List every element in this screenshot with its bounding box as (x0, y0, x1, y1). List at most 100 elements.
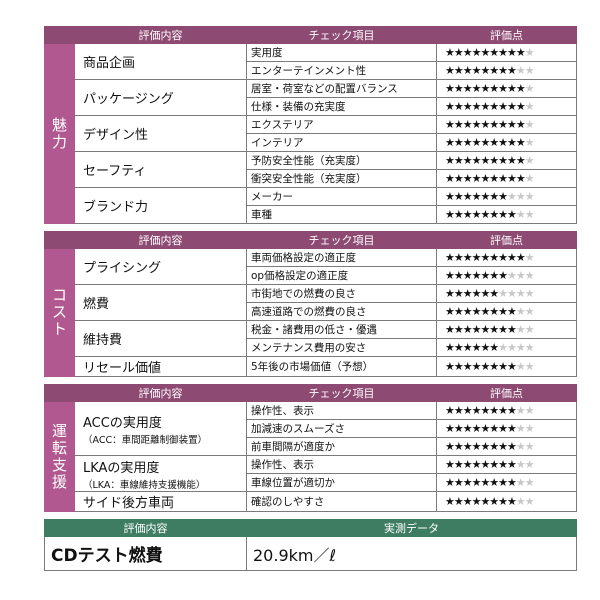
cd-row: CDテスト燃費 20.9km／ℓ (44, 536, 577, 571)
item-name: パッケージング (74, 79, 247, 116)
filled-stars-icon: ★★★★★★ (445, 287, 499, 300)
header-check: チェック項目 (246, 231, 437, 249)
check-item: エクステリア (246, 115, 437, 134)
filled-stars-icon: ★★★★★★★★ (445, 495, 517, 508)
check-item: エンターテインメント性 (246, 61, 437, 80)
item-name: サイド後方車両 (74, 491, 247, 512)
star-rating: ★★★★★★★★★★ (436, 187, 577, 206)
table-row: 加減速のスムーズさ ★★★★★★★★★★ (45, 419, 577, 438)
filled-stars-icon: ★★★★★★★ (445, 190, 508, 203)
star-rating: ★★★★★★★★★★ (436, 169, 577, 188)
item-title: 商品企画 (83, 56, 136, 71)
star-rating: ★★★★★★★★★★ (436, 205, 577, 224)
star-rating: ★★★★★★★★★★ (436, 473, 577, 492)
item-title: パッケージング (83, 92, 174, 107)
star-rating: ★★★★★★★★★★ (436, 151, 577, 170)
header-eval: 評価内容 (74, 231, 247, 249)
table-row: コストプライシング 車両価格設定の適正度 ★★★★★★★★★★ (44, 248, 577, 377)
empty-stars-icon: ★ (524, 154, 535, 167)
evaluation-sheet: 評価内容 チェック項目 評価点魅力商品企画 実用度 ★★★★★★★★★★ エンターテインメ… (44, 26, 577, 571)
filled-stars-icon: ★★★★★★★★★ (445, 172, 526, 185)
evaluation-table: 評価内容 チェック項目 評価点魅力商品企画 実用度 ★★★★★★★★★★ エンターテインメ… (44, 26, 577, 224)
star-rating: ★★★★★★★★★★ (436, 491, 577, 512)
cd-value: 20.9km／ℓ (246, 536, 577, 571)
table-row: デザイン性 エクステリア ★★★★★★★★★★ (45, 115, 577, 152)
filled-stars-icon: ★★★★★★★★ (445, 476, 517, 489)
table-row: 車種 ★★★★★★★★★★ (45, 205, 577, 224)
filled-stars-icon: ★★★★★★★★ (445, 458, 517, 471)
evaluation-table: 評価内容 チェック項目 評価点コストプライシング 車両価格設定の適正度 ★★★★★★★★… (44, 231, 577, 377)
empty-stars-icon: ★★ (515, 404, 535, 417)
empty-stars-icon: ★★ (515, 208, 535, 221)
filled-stars-icon: ★★★★★★★★★ (445, 46, 526, 59)
item-title: LKAの実用度 (83, 460, 160, 476)
table-row: 魅力商品企画 実用度 ★★★★★★★★★★ (44, 43, 577, 224)
item-title: デザイン性 (83, 128, 149, 143)
check-item: 仕様・装備の充実度 (246, 97, 437, 116)
table-row: ブランド力 メーカー ★★★★★★★★★★ (45, 187, 577, 224)
item-title: 燃費 (83, 297, 110, 312)
item-title: ブランド力 (83, 200, 149, 215)
star-rating: ★★★★★★★★★★ (436, 437, 577, 456)
item-name: LKAの実用度 （LKA：車線維持支援機能） (74, 455, 247, 492)
star-rating: ★★★★★★★★★★ (436, 356, 577, 377)
check-item: 操作性、表示 (246, 401, 437, 420)
empty-stars-icon: ★★ (515, 495, 535, 508)
star-rating: ★★★★★★★★★★ (436, 455, 577, 474)
empty-stars-icon: ★ (524, 172, 535, 185)
check-item: 実用度 (246, 43, 437, 62)
filled-stars-icon: ★★★★★★ (445, 341, 499, 354)
star-rating: ★★★★★★★★★★ (436, 43, 577, 62)
table-row: メンテナンス費用の安さ ★★★★★★★★★★ (45, 338, 577, 357)
filled-stars-icon: ★★★★★★★★★ (445, 154, 526, 167)
empty-stars-icon: ★★ (515, 323, 535, 336)
check-item: 車線位置が適切か (246, 473, 437, 492)
item-name: リセール価値 (74, 356, 247, 377)
filled-stars-icon: ★★★★★★★★ (445, 64, 517, 77)
filled-stars-icon: ★★★★★★★★ (445, 440, 517, 453)
check-item: 市街地での燃費の良さ (246, 284, 437, 303)
item-title: リセール価値 (83, 361, 162, 376)
table-row: 燃費 市街地での燃費の良さ ★★★★★★★★★★ (45, 284, 577, 321)
empty-stars-icon: ★ (524, 251, 535, 264)
empty-stars-icon: ★ (524, 82, 535, 95)
star-rating: ★★★★★★★★★★ (436, 61, 577, 80)
category-label: 魅力 (44, 43, 75, 224)
cd-header-value: 実測データ (246, 519, 577, 537)
empty-stars-icon: ★★★★ (498, 341, 534, 354)
header-corner (44, 384, 75, 402)
check-item: 車両価格設定の適正度 (246, 248, 437, 267)
header-check: チェック項目 (246, 384, 437, 402)
empty-stars-icon: ★ (524, 100, 535, 113)
check-item: インテリア (246, 133, 437, 152)
check-item: 居室・荷室などの配置バランス (246, 79, 437, 98)
empty-stars-icon: ★★ (515, 440, 535, 453)
check-item: メーカー (246, 187, 437, 206)
filled-stars-icon: ★★★★★★★★★ (445, 100, 526, 113)
header-corner (44, 26, 75, 44)
table-row: リセール価値 5年後の市場価値（予想） ★★★★★★★★★★ (45, 356, 577, 377)
empty-stars-icon: ★★ (515, 422, 535, 435)
item-subtitle: （LKA：車線維持支援機能） (83, 479, 206, 491)
table-header-row: 評価内容 チェック項目 評価点 (44, 384, 577, 402)
check-item: 操作性、表示 (246, 455, 437, 474)
empty-stars-icon: ★★ (515, 305, 535, 318)
empty-stars-icon: ★ (524, 118, 535, 131)
table-row: 高速道路での燃費の良さ ★★★★★★★★★★ (45, 302, 577, 321)
item-title: セーフティ (83, 164, 147, 179)
star-rating: ★★★★★★★★★★ (436, 302, 577, 321)
category-label: コスト (44, 248, 75, 377)
check-item: 確認のしやすさ (246, 491, 437, 512)
filled-stars-icon: ★★★★★★★★★ (445, 251, 526, 264)
check-item: op価格設定の適正度 (246, 266, 437, 285)
star-rating: ★★★★★★★★★★ (436, 419, 577, 438)
cd-test-table: 評価内容 実測データ CDテスト燃費 20.9km／ℓ (44, 519, 577, 571)
item-name: プライシング (74, 248, 247, 285)
item-name: 商品企画 (74, 43, 247, 80)
star-rating: ★★★★★★★★★★ (436, 401, 577, 420)
filled-stars-icon: ★★★★★★★★★ (445, 136, 526, 149)
table-row: LKAの実用度 （LKA：車線維持支援機能） 操作性、表示 ★★★★★★★★★★ (45, 455, 577, 492)
evaluation-table: 評価内容 チェック項目 評価点運転支援 ACCの実用度 （ACC：車間距離制御装置） 操作… (44, 384, 577, 512)
star-rating: ★★★★★★★★★★ (436, 320, 577, 339)
header-eval: 評価内容 (74, 384, 247, 402)
